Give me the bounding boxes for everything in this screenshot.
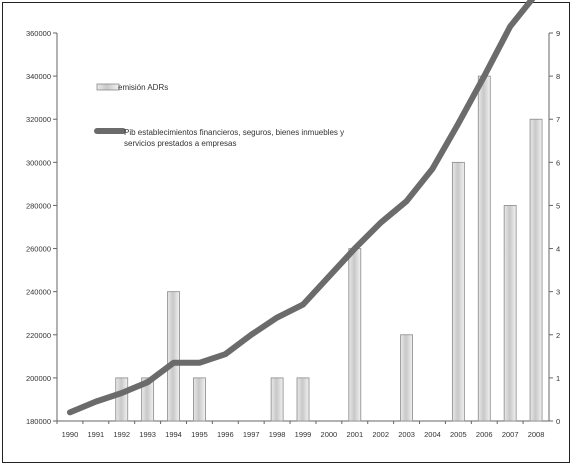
- y-right-tick-label: 1: [556, 374, 560, 383]
- x-tick-label: 1997: [243, 430, 260, 439]
- y-right-tick-label: 8: [556, 72, 560, 81]
- line-point: [378, 220, 384, 226]
- x-tick-label: 2005: [450, 430, 467, 439]
- y-left-tick-label: 280000: [26, 201, 51, 210]
- line-point: [248, 332, 254, 338]
- y-left-tick-label: 220000: [26, 331, 51, 340]
- line-point: [93, 399, 99, 405]
- line-point: [326, 274, 332, 280]
- y-right-tick-label: 3: [556, 288, 560, 297]
- y-left-tick-label: 260000: [26, 245, 51, 254]
- line-point: [455, 121, 461, 127]
- line-point: [145, 379, 151, 385]
- legend-line-label: Pib establecimientos financieros, seguro…: [124, 128, 346, 148]
- legend-line-label-line-2: servicios prestados a empresas: [124, 139, 237, 148]
- bar: [400, 334, 413, 422]
- legend-line-label-line-1: Pib establecimientos financieros, seguro…: [124, 128, 344, 137]
- line-point: [352, 246, 358, 252]
- x-tick-label: 2006: [476, 430, 493, 439]
- bar: [477, 75, 491, 422]
- bar: [193, 377, 206, 422]
- line-point: [274, 315, 280, 321]
- x-tick-label: 2001: [346, 430, 363, 439]
- y-left-tick-label: 300000: [26, 158, 51, 167]
- line-point: [481, 73, 487, 79]
- bar: [348, 248, 362, 422]
- x-tick-label: 1994: [165, 430, 182, 439]
- bar: [296, 377, 310, 422]
- y-left-tick-label: 340000: [26, 72, 51, 81]
- bar: [529, 118, 543, 422]
- y-right-tick-label: 4: [556, 245, 560, 254]
- bar: [167, 291, 180, 422]
- y-right-tick-label: 5: [556, 201, 560, 210]
- line-point: [429, 166, 435, 172]
- y-left-tick-label: 180000: [26, 417, 51, 426]
- line-point: [171, 360, 177, 366]
- x-tick-label: 2003: [398, 430, 415, 439]
- y-right-tick-label: 7: [556, 115, 560, 124]
- y-left-tick-label: 200000: [26, 374, 51, 383]
- x-tick-label: 1999: [295, 430, 312, 439]
- x-tick-label: 2002: [372, 430, 389, 439]
- x-tick-label: 1992: [113, 430, 130, 439]
- y-right-tick-label: 9: [556, 29, 560, 38]
- legend-bar-swatch: [96, 83, 120, 91]
- bar: [270, 377, 284, 422]
- legend-bar-label: emisión ADRs: [118, 83, 168, 92]
- x-tick-label: 2008: [528, 430, 545, 439]
- series-line-pib: [66, 0, 536, 416]
- line-point: [196, 360, 202, 366]
- x-tick-label: 1998: [269, 430, 286, 439]
- line-point: [300, 302, 306, 308]
- y-right-tick-label: 2: [556, 331, 560, 340]
- bar: [115, 377, 129, 422]
- line-point: [67, 409, 73, 415]
- x-tick-label: 1990: [62, 430, 79, 439]
- x-tick-label: 2007: [502, 430, 519, 439]
- x-tick-label: 2004: [424, 430, 441, 439]
- x-tick-label: 1996: [217, 430, 234, 439]
- bar: [141, 377, 155, 422]
- x-tick-label: 1991: [87, 430, 104, 439]
- bar: [503, 205, 517, 422]
- y-left-tick-label: 320000: [26, 115, 51, 124]
- bar: [451, 161, 465, 422]
- x-tick-label: 1995: [191, 430, 208, 439]
- y-right-tick-label: 0: [556, 417, 560, 426]
- line-point: [119, 390, 125, 396]
- y-left-tick-label: 360000: [26, 29, 51, 38]
- line-point: [507, 24, 513, 30]
- y-right-tick-label: 6: [556, 158, 560, 167]
- x-tick-label: 2000: [321, 430, 338, 439]
- legend: emisión ADRs Pib establecimientos financ…: [94, 83, 346, 148]
- line-point: [404, 198, 410, 204]
- chart-frame: [2, 2, 570, 463]
- line-point: [222, 351, 228, 357]
- x-tick-label: 1993: [139, 430, 156, 439]
- y-left-tick-label: 240000: [26, 288, 51, 297]
